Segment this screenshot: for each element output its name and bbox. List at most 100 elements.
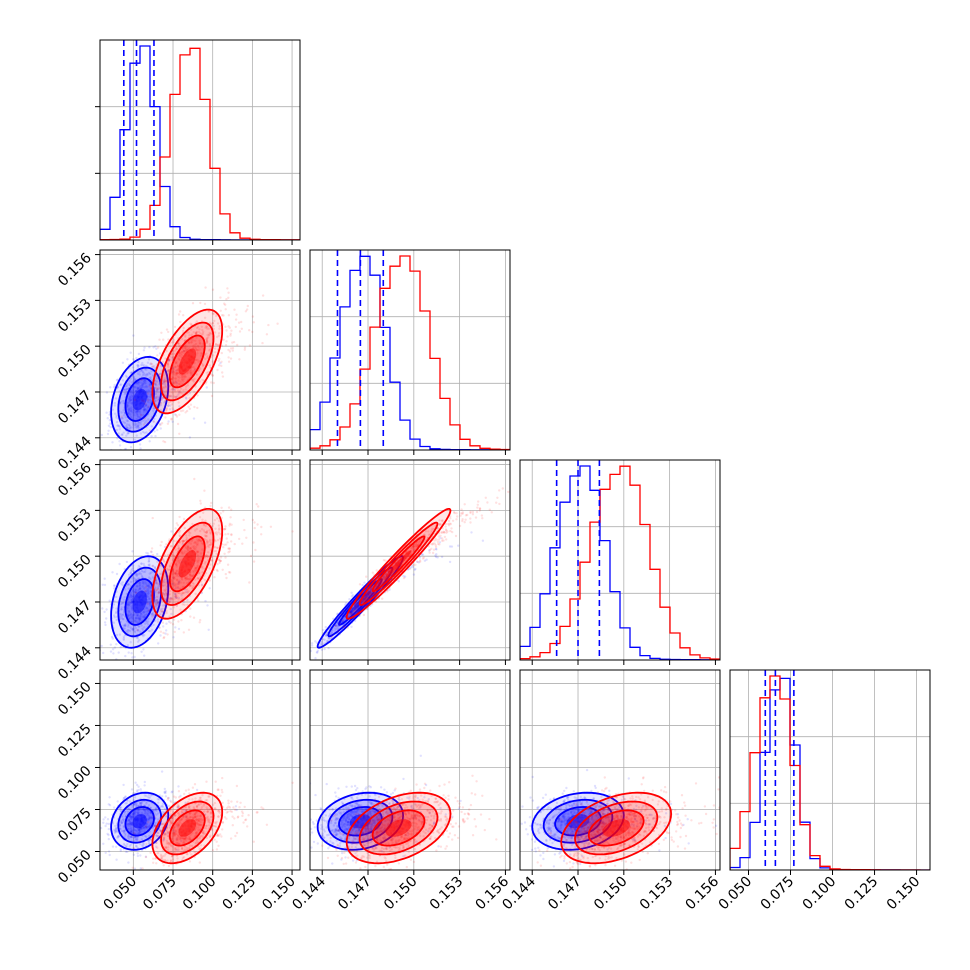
sample-point <box>136 425 139 428</box>
sample-point <box>154 602 157 606</box>
sample-point <box>135 574 138 578</box>
sample-point <box>329 636 333 640</box>
sample-point <box>167 601 171 604</box>
sample-point <box>184 375 187 379</box>
sample-point <box>175 593 178 596</box>
sample-point <box>210 541 213 544</box>
sample-point <box>194 569 197 573</box>
sample-point <box>149 604 152 607</box>
scatter-panel-3-1 <box>100 477 294 660</box>
sample-point <box>194 592 197 595</box>
sample-point <box>171 790 174 793</box>
sample-point <box>204 572 208 575</box>
sample-point <box>125 419 129 422</box>
sample-point <box>370 592 373 596</box>
sample-point <box>127 410 131 413</box>
sample-point <box>249 554 253 558</box>
sample-point <box>144 380 147 383</box>
sample-point <box>150 378 153 381</box>
sample-point <box>332 626 336 629</box>
sample-point <box>437 535 440 538</box>
sample-point <box>186 598 189 602</box>
sample-point <box>369 593 372 596</box>
sample-point <box>177 582 181 586</box>
sample-point <box>251 330 254 334</box>
sample-point <box>178 579 181 582</box>
sample-point <box>452 511 456 514</box>
sample-point <box>173 413 177 416</box>
sample-point <box>104 623 107 627</box>
sample-point <box>132 334 135 337</box>
sample-point <box>184 347 187 350</box>
sample-point <box>196 358 199 362</box>
sample-point <box>141 361 144 365</box>
sample-point <box>213 319 216 323</box>
sample-point <box>197 330 201 334</box>
sample-point <box>214 539 217 543</box>
sample-point <box>134 389 138 393</box>
sample-point <box>451 530 454 534</box>
sample-point <box>334 624 337 627</box>
sample-point <box>222 314 225 317</box>
sample-point <box>163 560 166 564</box>
panel-2-2 <box>310 250 510 450</box>
sample-point <box>182 539 186 543</box>
sample-point <box>315 641 318 644</box>
sample-point <box>194 339 197 342</box>
sample-point <box>131 628 135 631</box>
sample-point <box>345 601 348 605</box>
sample-point <box>157 642 160 645</box>
sample-point <box>173 387 176 390</box>
sample-point <box>228 550 231 553</box>
sample-point <box>191 345 195 348</box>
sample-point <box>162 592 165 596</box>
sample-point <box>194 347 198 350</box>
sample-point <box>195 527 198 531</box>
sample-point <box>143 564 146 568</box>
sample-point <box>132 566 135 570</box>
sample-point <box>203 562 207 565</box>
sample-point <box>157 583 160 586</box>
sample-point <box>181 409 185 412</box>
sample-point <box>136 854 140 858</box>
sample-point <box>323 638 326 641</box>
sample-point <box>143 368 147 371</box>
sample-point <box>147 406 150 409</box>
sample-point <box>178 587 181 591</box>
sample-point <box>413 568 416 571</box>
sample-point <box>143 417 146 420</box>
sample-point <box>430 542 433 546</box>
sample-point <box>174 595 177 599</box>
sample-point <box>175 395 179 398</box>
sample-point <box>208 333 211 336</box>
sample-point <box>226 541 229 544</box>
sample-point <box>206 333 209 337</box>
sample-point <box>252 321 255 324</box>
sample-point <box>106 818 110 821</box>
sample-point <box>110 635 114 639</box>
contour-line <box>124 578 155 626</box>
sample-point <box>156 595 159 599</box>
sample-point <box>216 335 219 339</box>
sample-point <box>431 527 434 530</box>
sample-point <box>154 345 157 348</box>
sample-point <box>349 612 352 615</box>
density-fill <box>132 388 147 411</box>
sample-point <box>197 557 200 560</box>
sample-point <box>228 547 231 550</box>
sample-point <box>124 624 127 628</box>
sample-point <box>148 383 151 386</box>
sample-point <box>132 376 135 379</box>
sample-point <box>177 591 181 594</box>
sample-point <box>212 312 215 316</box>
sample-point <box>157 591 160 595</box>
sample-point <box>230 523 233 526</box>
sample-point <box>177 393 180 396</box>
sample-point <box>175 345 178 348</box>
sample-point <box>156 587 159 590</box>
sample-point <box>179 352 183 356</box>
contour-line <box>110 555 170 649</box>
sample-point <box>186 348 190 351</box>
sample-point <box>128 601 131 605</box>
sample-point <box>242 518 245 522</box>
